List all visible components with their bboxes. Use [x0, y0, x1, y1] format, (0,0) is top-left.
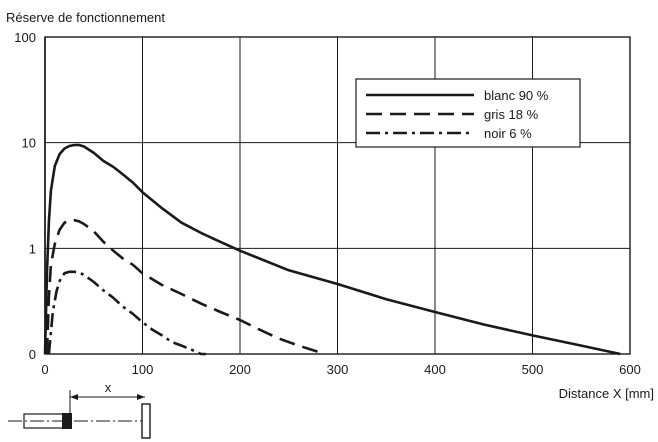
x-tick-label: 200: [229, 362, 251, 377]
chart-title: Réserve de fonctionnement: [6, 10, 165, 25]
x-tick-label: 400: [424, 362, 446, 377]
legend-label-1: blanc 90 %: [484, 88, 549, 103]
series-line-1: [43, 143, 621, 356]
x-tick-labels: 0 100 200 300 400 500 600: [41, 362, 640, 377]
y-tick-label: 1: [29, 241, 36, 256]
sketch-sensor-lens: [62, 413, 72, 429]
distance-sketch: x: [8, 380, 151, 439]
legend-label-3: noir 6 %: [484, 126, 532, 141]
y-tick-label: 100: [14, 30, 36, 45]
series-line-2: [45, 218, 324, 356]
y-tick-labels: 0 1 10 100: [14, 30, 36, 362]
x-tick-label: 300: [327, 362, 349, 377]
y-tick-label: 0: [29, 347, 36, 362]
sketch-arrow-right: [137, 394, 145, 400]
legend: blanc 90 % gris 18 % noir 6 %: [355, 78, 581, 148]
sketch-arrow-left: [70, 394, 78, 400]
x-tick-label: 600: [619, 362, 641, 377]
x-tick-label: 100: [132, 362, 154, 377]
x-tick-label: 0: [41, 362, 48, 377]
series-lines: [43, 143, 621, 356]
legend-label-2: gris 18 %: [484, 107, 539, 122]
series-line-3: [47, 270, 206, 356]
y-tick-label: 10: [22, 136, 36, 151]
x-tick-label: 500: [522, 362, 544, 377]
sketch-distance-label: x: [105, 380, 112, 395]
x-axis-label: Distance X [mm]: [559, 386, 654, 401]
sketch-target: [141, 403, 151, 439]
